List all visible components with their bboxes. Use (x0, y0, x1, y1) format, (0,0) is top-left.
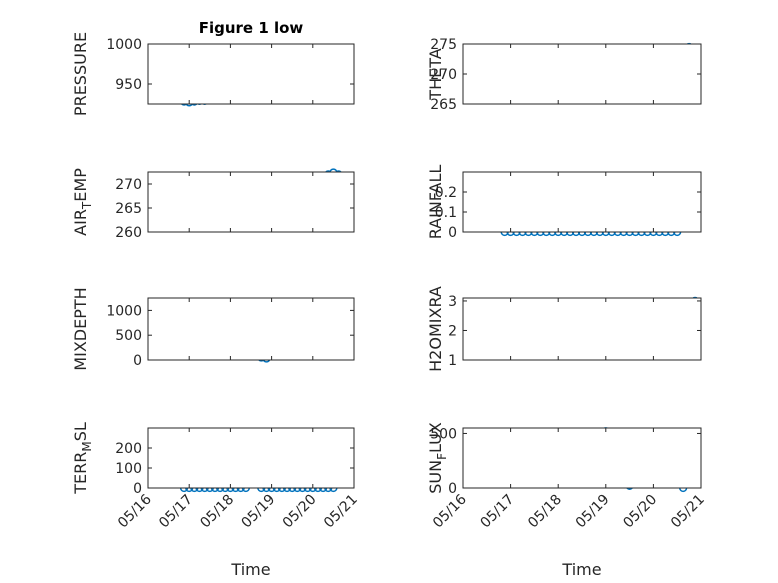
x-tick-label: 05/20 (280, 492, 320, 532)
x-tick-label: 05/18 (525, 492, 565, 532)
y-axis-label: SUNFLUX (426, 422, 449, 494)
axes-frame (147, 43, 355, 105)
y-axis-label: TERRMSL (71, 422, 94, 495)
subplot-terr_msl: 0 100 200 05/16 05/17 05/18 05/19 05/20 05/21 TER… (71, 422, 361, 579)
axes-frame (147, 297, 355, 361)
x-tick-label: 05/18 (197, 492, 237, 532)
subplot-mixdepth: 0 500 1000 MIXDEPTH (71, 287, 355, 371)
y-tick-label: 265 (115, 201, 142, 217)
x-tick-label: 05/17 (478, 492, 518, 532)
y-axis-label: H2OMIXRA (426, 286, 445, 372)
y-tick-label: 265 (430, 97, 457, 113)
x-tick-label: 05/21 (668, 492, 708, 532)
y-tick-label: 950 (115, 77, 142, 93)
y-tick-label: 275 (430, 37, 457, 53)
axes-frame (462, 427, 702, 489)
y-tick-label: 200 (115, 441, 142, 457)
subplot-air_temp: 260 265 270 AIRTEMP (71, 168, 355, 241)
x-tick-label: 05/21 (321, 492, 361, 532)
y-tick-label: 0 (133, 353, 142, 369)
y-tick-label: 1 (448, 353, 457, 369)
y-axis-label: AIRTEMP (71, 168, 94, 236)
y-tick-label: 0 (133, 481, 142, 497)
y-tick-label: 3 (448, 294, 457, 310)
x-tick-label: 05/19 (573, 492, 613, 532)
y-tick-label: 2 (448, 323, 457, 339)
axes-frame (147, 171, 355, 233)
y-tick-label: 500 (430, 426, 457, 442)
y-axis-label: RAINFALL (426, 165, 445, 240)
y-tick-label: 270 (115, 177, 142, 193)
subplot-pressure: 950 1000 Figure 1 low PRESSURE (71, 19, 355, 116)
y-axis-label: THETA (426, 48, 445, 100)
x-tick-label: 05/20 (620, 492, 660, 532)
y-tick-label: 500 (115, 328, 142, 344)
y-tick-label: 0 (448, 481, 457, 497)
x-tick-label: 05/16 (115, 491, 155, 531)
axes-frame (147, 427, 355, 489)
y-tick-label: 260 (115, 225, 142, 241)
subplot-sun_flux: 0 500 05/16 05/17 05/18 05/19 05/20 05/21 SUNFLU… (426, 422, 708, 579)
y-tick-label: 0.1 (435, 205, 457, 221)
x-tick-label: 05/16 (430, 491, 470, 531)
y-tick-label: 100 (115, 461, 142, 477)
y-axis-label: MIXDEPTH (71, 287, 90, 370)
y-tick-label: 270 (430, 67, 457, 83)
axes-frame (462, 171, 702, 233)
chart-title: Figure 1 low (199, 19, 304, 37)
x-axis-label: Time (230, 560, 270, 579)
x-tick-label: 05/19 (239, 492, 279, 532)
y-tick-label: 1000 (106, 303, 142, 319)
y-tick-label: 0.2 (435, 185, 457, 201)
x-tick-label: 05/17 (156, 492, 196, 532)
y-axis-label: PRESSURE (71, 32, 90, 116)
y-tick-label: 1000 (106, 37, 142, 53)
axes-frame (462, 297, 702, 361)
axes-frame (462, 43, 702, 105)
y-tick-label: 0 (448, 225, 457, 241)
x-axis-label: Time (561, 560, 601, 579)
